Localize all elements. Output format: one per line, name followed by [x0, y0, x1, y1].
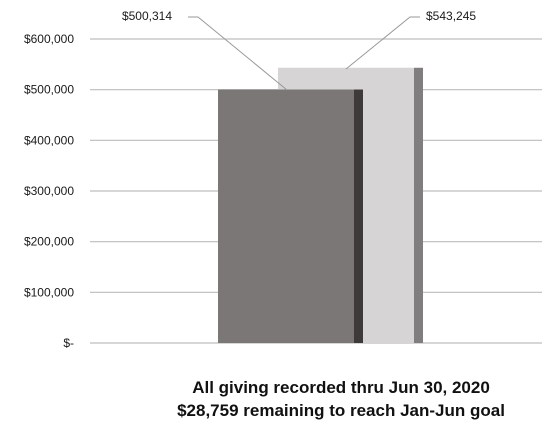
data-label: $543,245 [426, 9, 476, 23]
y-tick-label: $300,000 [24, 184, 74, 198]
data-label: $500,314 [122, 9, 172, 23]
y-tick-label: $400,000 [24, 133, 74, 147]
y-tick-label: $100,000 [24, 285, 74, 299]
y-tick-label: $500,000 [24, 83, 74, 97]
data-label-leader-line [188, 16, 288, 91]
data-labels: $500,314 $543,245 [122, 9, 476, 91]
bars [218, 67, 423, 344]
bar-side-series-2 [414, 67, 423, 344]
bar-side-series-1 [354, 89, 363, 344]
y-tick-label: $600,000 [24, 32, 74, 46]
data-label-leader-line [345, 16, 420, 70]
y-axis-tick-labels: $600,000 $500,000 $400,000 $300,000 $200,000… [24, 32, 74, 350]
caption-line-1: All giving recorded thru Jun 30, 2020 [192, 378, 490, 397]
caption-line-2: $28,759 remaining to reach Jan-Jun goal [177, 401, 505, 420]
y-tick-label: $- [63, 336, 74, 350]
bar-series-1 [218, 89, 354, 344]
y-tick-label: $200,000 [24, 235, 74, 249]
